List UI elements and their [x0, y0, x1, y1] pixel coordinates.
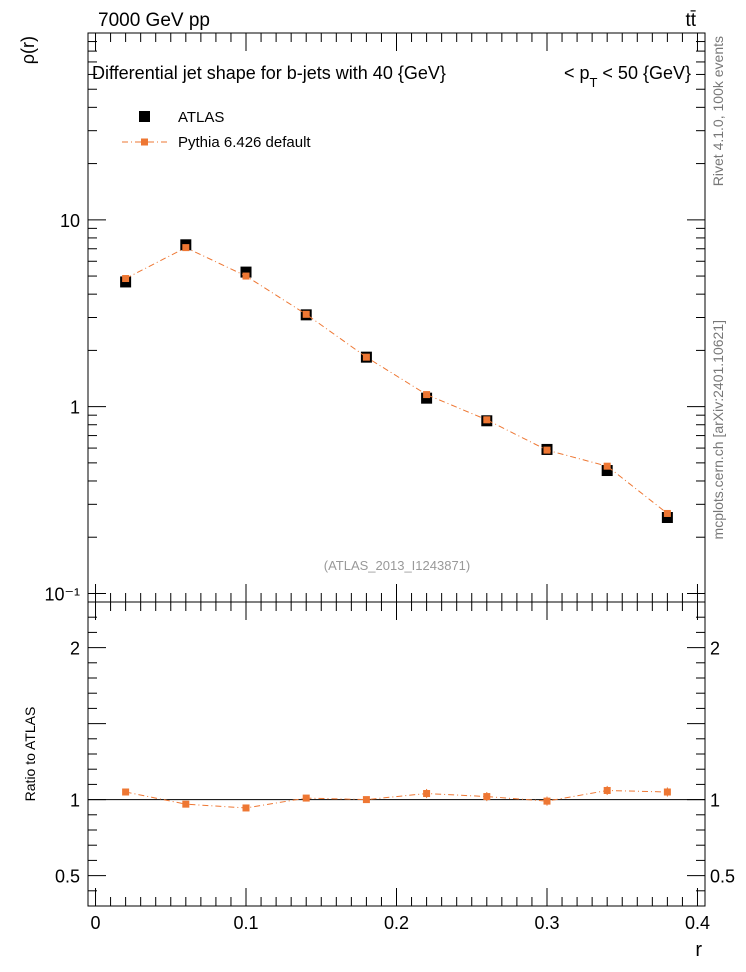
ratio-point	[302, 794, 310, 802]
y-tick-label: 1	[70, 398, 80, 418]
pythia-point	[663, 509, 671, 517]
pythia-point	[302, 310, 310, 318]
ratio-point	[603, 786, 611, 794]
atlas-point	[421, 392, 433, 404]
x-axis-label: r	[695, 939, 702, 961]
y-tick-label: 10	[60, 211, 80, 231]
atlas-point	[240, 266, 252, 278]
y-axis-label: ρ(r)	[18, 36, 38, 64]
x-tick-label: 0.1	[233, 913, 258, 933]
legend-pythia-label: Pythia 6.426 default	[178, 134, 311, 151]
pythia-point	[423, 391, 431, 399]
x-tick-label: 0	[91, 913, 101, 933]
x-tick-label: 0.2	[384, 913, 409, 933]
y-tick-label: 10⁻¹	[44, 584, 80, 604]
x-tick-labels: 0 0.1 0.2 0.3 0.4	[91, 913, 710, 933]
analysis-watermark: (ATLAS_2013_I1243871)	[324, 558, 470, 573]
ratio-point	[543, 797, 551, 805]
ratio-point	[182, 800, 190, 808]
ratio-axis-ticks	[88, 602, 705, 906]
ratio-point	[663, 788, 671, 796]
pt-subscript: T	[589, 75, 597, 90]
ratio-tick-labels: 0.5 0.5 1 1 2 2	[55, 639, 735, 887]
atlas-series	[120, 239, 673, 524]
y-tick-labels: 10⁻¹ 1 10	[44, 211, 80, 605]
pythia-point	[362, 353, 370, 361]
ratio-point	[362, 796, 370, 804]
ratio-tick-label: 1	[70, 791, 80, 811]
ratio-series	[122, 785, 671, 812]
rivet-version-label: Rivet 4.1.0, 100k events	[710, 36, 726, 186]
x-tick-label: 0.4	[685, 913, 710, 933]
ratio-point	[242, 804, 250, 812]
pt-suffix: < 50 {GeV}	[597, 63, 691, 83]
legend-pythia-marker	[141, 138, 148, 146]
ratio-series-line	[125, 789, 668, 809]
energy-label: 7000 GeV pp	[98, 10, 210, 31]
pythia-series	[122, 244, 671, 517]
main-axis-ticks	[88, 32, 705, 603]
pythia-point	[182, 244, 190, 252]
mcplots-label: mcplots.cern.ch [arXiv:2401.10621]	[710, 320, 726, 539]
pythia-point	[543, 446, 551, 454]
ratio-y-axis-label: Ratio to ATLAS	[22, 707, 38, 802]
ratio-point	[423, 790, 431, 798]
ratio-panel-frame	[87, 601, 706, 907]
ratio-point	[483, 793, 491, 801]
process-label: tt̄	[685, 10, 696, 31]
ratio-tick-label-right: 1	[710, 791, 720, 811]
pythia-series-line	[125, 247, 668, 514]
atlas-point	[601, 465, 613, 477]
chart-title: Differential jet shape for b-jets with 4…	[92, 63, 446, 83]
legend-atlas-marker	[139, 111, 150, 122]
pythia-point	[483, 416, 491, 424]
ratio-point	[122, 788, 130, 796]
ratio-tick-label-right: 0.5	[710, 867, 735, 887]
ratio-tick-label: 0.5	[55, 867, 80, 887]
x-tick-label: 0.3	[534, 913, 559, 933]
pt-prefix: < p	[564, 63, 590, 83]
ratio-tick-label-right: 2	[710, 639, 720, 659]
chart-title-pt-range: < pT < 50 {GeV}	[564, 63, 691, 90]
pythia-point	[242, 272, 250, 280]
ratio-tick-label: 2	[70, 639, 80, 659]
atlas-point	[661, 512, 673, 524]
legend-atlas-label: ATLAS	[178, 109, 224, 126]
pythia-point	[603, 462, 611, 470]
pythia-point	[122, 275, 130, 283]
